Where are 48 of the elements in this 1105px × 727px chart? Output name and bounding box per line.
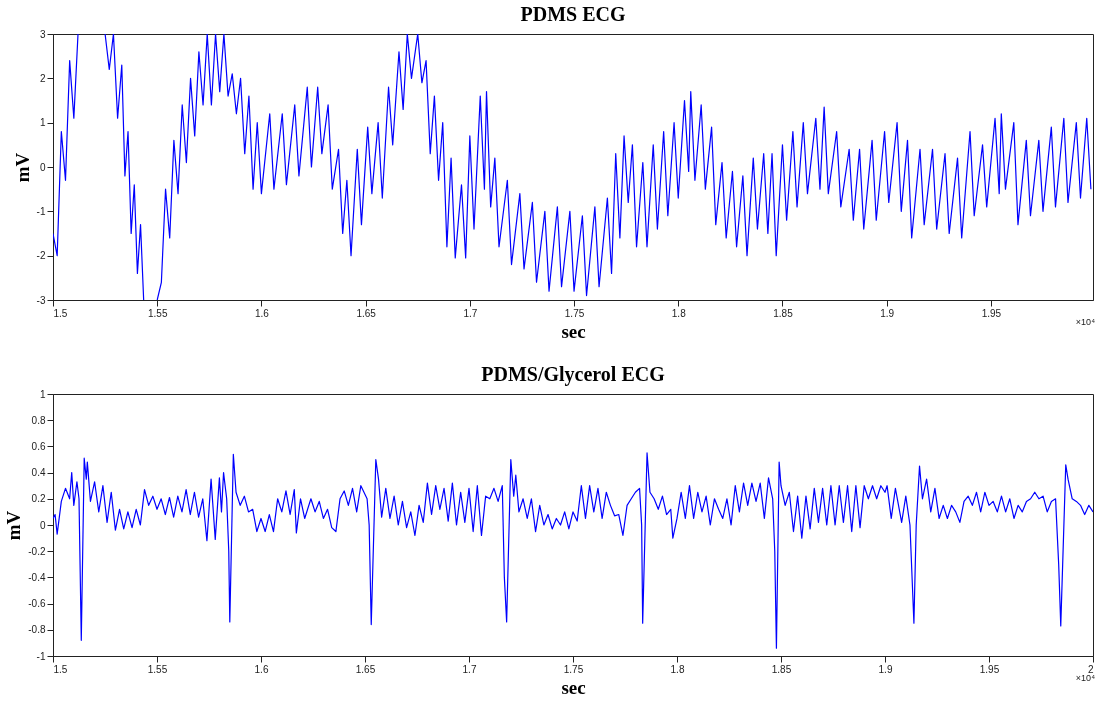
y-tick-label: -0.6 <box>28 598 46 610</box>
x-tick-label: 1.5 <box>53 663 68 675</box>
y-tick-label: 3 <box>39 28 46 40</box>
y-tick-label: -1 <box>36 205 46 217</box>
y-tick-label: 1 <box>39 117 46 129</box>
y-tick-label: 2 <box>39 72 46 84</box>
y-tick-label: 0.2 <box>31 493 46 505</box>
y-tick-label: 0 <box>39 519 46 531</box>
x-tick-label: 1.55 <box>147 307 168 319</box>
y-tick-label: -0.2 <box>28 545 46 557</box>
y-axis-title: mV <box>3 510 25 541</box>
y-tick-label: -0.8 <box>28 624 46 636</box>
x-tick-label: 1.95 <box>979 663 1000 675</box>
x-tick-label: 1.85 <box>773 307 794 319</box>
y-tick-label: 0.4 <box>31 467 46 479</box>
x-tick-label: 1.85 <box>771 663 792 675</box>
x-axis-title: sec <box>561 676 586 698</box>
y-tick-label: 0.8 <box>31 414 46 426</box>
x-axis-title: sec <box>561 320 586 342</box>
x-tick-label: 1.75 <box>564 307 585 319</box>
y-tick-label: 1 <box>39 388 46 400</box>
y-tick-label: 0.6 <box>31 440 46 452</box>
x-tick-label: 1.95 <box>981 307 1002 319</box>
x-tick-label: 1.6 <box>254 663 269 675</box>
x-tick-label: 1.9 <box>878 663 893 675</box>
x-tick-label: 1.7 <box>462 663 477 675</box>
text: ×10⁴ <box>1075 317 1096 327</box>
chart-title: PDMS/Glycerol ECG <box>481 363 666 386</box>
x-tick-label: 1.55 <box>147 663 168 675</box>
x-tick-label: 1.5 <box>53 307 68 319</box>
x-tick-label: 1.8 <box>671 307 687 319</box>
y-tick-label: -3 <box>36 294 46 306</box>
x-tick-label: 1.6 <box>254 307 270 319</box>
x-tick-label: 2 <box>1087 663 1094 675</box>
y-axis-title: mV <box>11 152 33 183</box>
x-tick-label: 1.65 <box>356 307 377 319</box>
text: ×10⁴ <box>1075 673 1096 683</box>
y-tick-label: -1 <box>36 650 46 662</box>
y-tick-label: 0 <box>39 161 46 173</box>
chart-title: PDMS ECG <box>520 3 626 25</box>
x-tick-label: 1.7 <box>463 307 478 319</box>
x-tick-label: 1.8 <box>670 663 685 675</box>
line-series <box>53 452 1093 649</box>
x-tick-label: 1.65 <box>355 663 376 675</box>
x-tick-label: 1.75 <box>563 663 584 675</box>
x-tick-label: 1.9 <box>880 307 895 319</box>
y-tick-label: -2 <box>36 250 46 262</box>
y-tick-label: -0.4 <box>28 571 46 583</box>
